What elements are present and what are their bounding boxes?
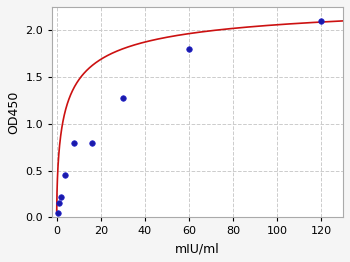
Point (186, 47, 192, 51)
Point (89, 140, 95, 145)
Y-axis label: OD450: OD450 (7, 90, 20, 134)
Point (56, 200, 62, 205)
Point (55, 211, 61, 215)
Point (58, 195, 64, 199)
Point (120, 96, 126, 100)
Point (71, 140, 77, 145)
Point (63, 173, 68, 177)
Point (318, 19, 324, 23)
X-axis label: mIU/ml: mIU/ml (175, 242, 220, 255)
